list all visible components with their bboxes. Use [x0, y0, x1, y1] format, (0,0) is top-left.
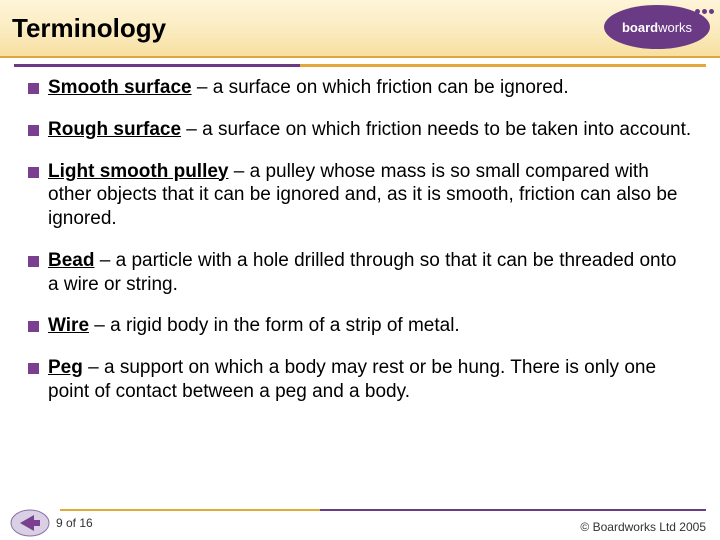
header-divider — [0, 62, 720, 70]
definition: – a surface on which friction needs to b… — [181, 119, 691, 140]
list-item: Rough surface – a surface on which frict… — [48, 118, 692, 142]
list-item: Wire – a rigid body in the form of a str… — [48, 314, 692, 338]
bullet-icon — [28, 167, 39, 178]
definition: – a support on which a body may rest or … — [48, 357, 656, 402]
definition: – a surface on which friction can be ign… — [192, 77, 569, 98]
copyright-text: © Boardworks Ltd 2005 — [580, 520, 706, 534]
content-area: Smooth surface – a surface on which fric… — [0, 76, 720, 506]
slide-footer: 9 of 16 © Boardworks Ltd 2005 — [0, 506, 720, 540]
logo-text-light: works — [658, 20, 692, 35]
page-indicator: 9 of 16 — [56, 516, 93, 530]
footer-divider — [60, 509, 706, 513]
page-title: Terminology — [12, 13, 166, 44]
previous-button[interactable] — [8, 508, 52, 538]
list-item: Smooth surface – a surface on which fric… — [48, 76, 692, 100]
bullet-icon — [28, 321, 39, 332]
arrow-left-icon — [10, 509, 50, 537]
term: Peg — [48, 357, 83, 378]
bullet-icon — [28, 83, 39, 94]
list-item: Bead – a particle with a hole drilled th… — [48, 249, 692, 297]
logo-dots-icon — [695, 9, 714, 14]
term: Smooth surface — [48, 77, 192, 98]
bullet-icon — [28, 256, 39, 267]
term: Wire — [48, 315, 89, 336]
list-item: Light smooth pulley – a pulley whose mas… — [48, 160, 692, 231]
bullet-icon — [28, 125, 39, 136]
term: Light smooth pulley — [48, 161, 229, 182]
term: Bead — [48, 250, 94, 271]
slide-header: Terminology boardworks — [0, 0, 720, 58]
definition: – a particle with a hole drilled through… — [48, 250, 676, 295]
definition: – a rigid body in the form of a strip of… — [89, 315, 460, 336]
logo-text-bold: board — [622, 20, 658, 35]
bullet-icon — [28, 363, 39, 374]
term: Rough surface — [48, 119, 181, 140]
list-item: Peg – a support on which a body may rest… — [48, 356, 692, 404]
boardworks-logo: boardworks — [602, 2, 712, 52]
